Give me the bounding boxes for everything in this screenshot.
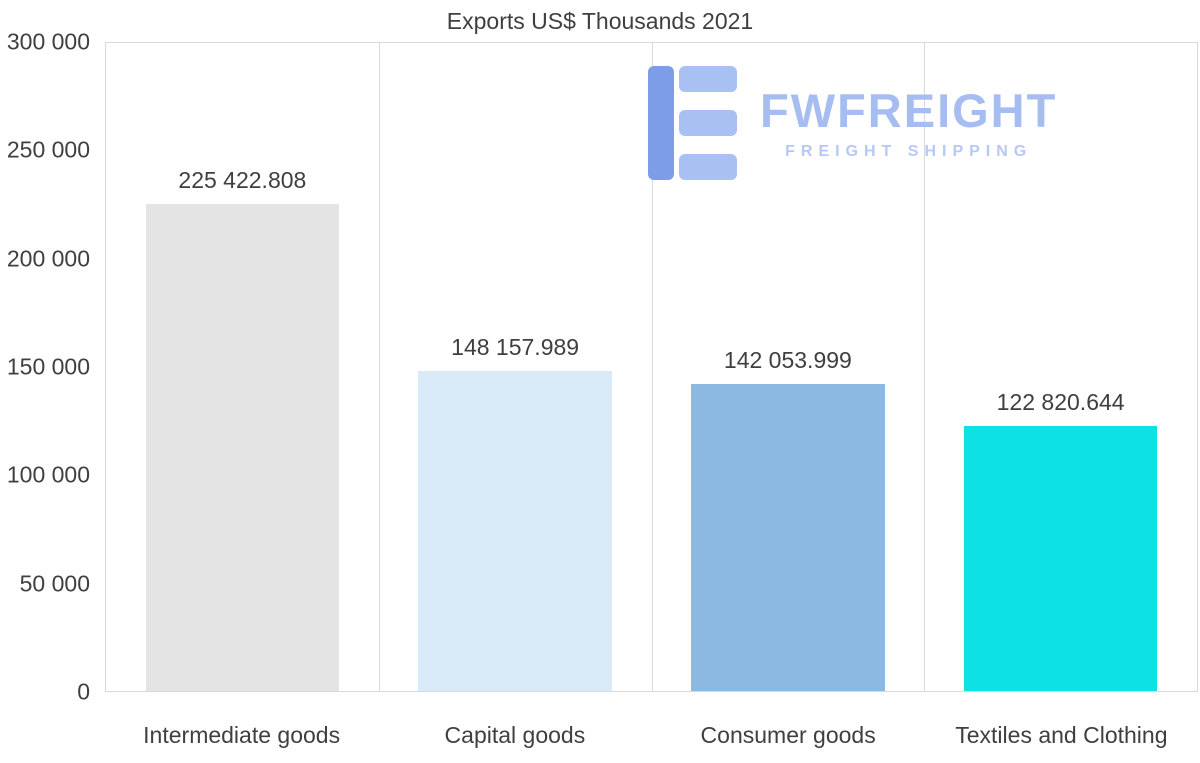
x-axis-labels: Intermediate goods Capital goods Consumer … [105, 722, 1198, 749]
x-axis-label: Intermediate goods [143, 722, 341, 748]
chart-title: Exports US$ Thousands 2021 [446, 8, 754, 34]
y-axis-tick-label: 0 [77, 678, 90, 705]
bar-columns: 225 422.808 148 157.989 142 053.999 122 820… [106, 43, 1197, 691]
y-axis-tick-label: 300 000 [6, 28, 90, 55]
bar-column: 122 820.644 [924, 43, 1197, 691]
bar [145, 204, 340, 691]
bar-value-label: 122 820.644 [996, 388, 1125, 415]
x-axis-label: Capital goods [444, 722, 586, 748]
plot-area: 225 422.808 148 157.989 142 053.999 122 820… [105, 42, 1198, 692]
y-axis-tick-label: 150 000 [6, 353, 90, 380]
bar-value-label: 225 422.808 [178, 167, 307, 194]
bar-value-label: 148 157.989 [451, 333, 580, 360]
bar-column: 148 157.989 [379, 43, 652, 691]
x-axis-label: Textiles and Clothing [955, 722, 1168, 748]
y-axis-tick-label: 50 000 [19, 570, 90, 597]
y-axis: 0 50 000 100 000 150 000 200 000 250 000 300 0… [0, 29, 98, 705]
y-axis-tick-label: 100 000 [6, 461, 90, 488]
bar-value-label: 142 053.999 [723, 347, 852, 374]
y-axis-tick-label: 250 000 [6, 136, 90, 163]
vertical-gridline [378, 43, 380, 691]
y-axis-tick-label: 200 000 [6, 245, 90, 272]
bar-column: 142 053.999 [652, 43, 925, 691]
bar [691, 384, 885, 691]
bar [418, 370, 612, 691]
vertical-gridline [924, 43, 926, 691]
vertical-gridline [651, 43, 653, 691]
x-axis-label: Consumer goods [700, 722, 876, 748]
bar [963, 425, 1158, 691]
bar-column: 225 422.808 [106, 43, 379, 691]
